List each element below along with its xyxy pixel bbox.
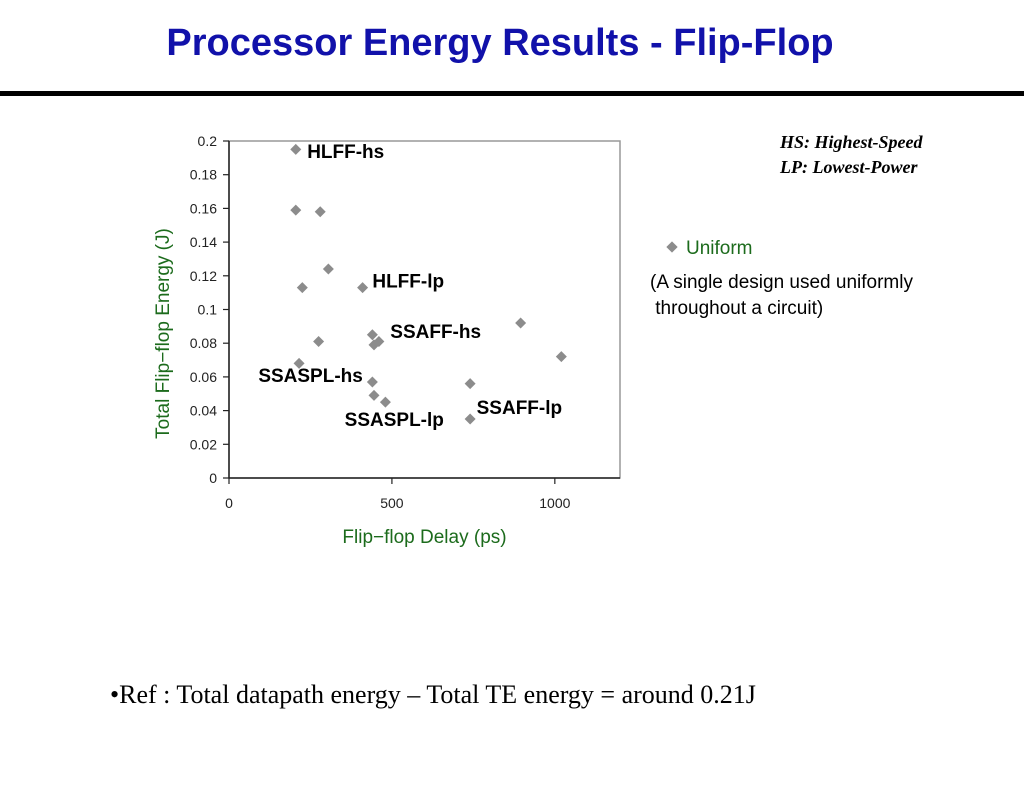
y-tick-label: 0.02 — [190, 436, 217, 452]
y-tick-label: 0.04 — [190, 403, 217, 419]
data-point — [366, 376, 378, 388]
y-tick-label: 0.2 — [198, 133, 218, 149]
data-point — [366, 329, 378, 341]
data-point — [322, 263, 334, 275]
abbreviation-lp: LP: Lowest-Power — [780, 157, 918, 177]
diamond-marker-icon — [666, 241, 678, 253]
y-axis-title: Total Flip−flop Energy (J) — [153, 228, 174, 439]
title-divider — [0, 91, 1024, 96]
data-point — [313, 336, 325, 348]
legend-note: (A single design used uniformly througho… — [650, 272, 913, 319]
data-points — [290, 143, 567, 425]
data-point — [515, 317, 527, 329]
x-tick-label: 0 — [225, 495, 233, 511]
point-annotation: SSASPL-hs — [258, 366, 363, 387]
y-tick-label: 0.08 — [190, 335, 217, 351]
point-annotation: SSAFF-hs — [390, 322, 481, 343]
data-point — [290, 204, 302, 216]
point-annotation: SSAFF-lp — [477, 398, 562, 419]
y-tick-label: 0.16 — [190, 200, 217, 216]
data-point — [464, 413, 476, 425]
data-point — [368, 339, 380, 351]
y-ticks: 0 0.02 0.04 0.06 0.08 0.1 0.12 0.14 0.16 0.18 0.2 — [190, 133, 229, 486]
abbreviation-key: HS: Highest-Speed LP: Lowest-Power — [780, 130, 923, 180]
x-tick-label: 500 — [380, 495, 404, 511]
y-tick-label: 0 — [209, 470, 217, 486]
data-point — [464, 378, 476, 390]
annotations: HLFF-hs HLFF-lp SSAFF-hs SSASPL-hs SSAFF-lp S… — [258, 142, 562, 431]
point-annotation: SSASPL-lp — [345, 410, 444, 431]
data-point — [357, 282, 369, 294]
plot-frame — [228, 140, 621, 479]
data-point — [555, 351, 567, 363]
data-point — [314, 206, 326, 218]
point-annotation: HLFF-lp — [372, 272, 444, 293]
y-tick-label: 0.12 — [190, 268, 217, 284]
x-axis-title: Flip−flop Delay (ps) — [342, 527, 506, 548]
data-point — [379, 396, 391, 408]
data-point — [290, 143, 302, 155]
data-point — [373, 336, 385, 348]
y-tick-label: 0.18 — [190, 167, 217, 183]
reference-note: •Ref : Total datapath energy – Total TE … — [110, 680, 756, 709]
y-tick-label: 0.14 — [190, 234, 217, 250]
x-tick-label: 1000 — [539, 495, 570, 511]
point-annotation: HLFF-hs — [307, 142, 384, 163]
data-point — [293, 357, 305, 369]
legend: Uniform — [666, 238, 753, 260]
data-point — [296, 282, 308, 294]
data-point — [368, 389, 380, 401]
abbreviation-hs: HS: Highest-Speed — [780, 132, 923, 152]
x-ticks: 0 500 1000 — [225, 478, 571, 511]
slide-title: Processor Energy Results - Flip-Flop — [166, 22, 834, 64]
y-tick-label: 0.06 — [190, 369, 217, 385]
y-tick-label: 0.1 — [198, 302, 218, 318]
legend-label-uniform: Uniform — [686, 238, 753, 259]
